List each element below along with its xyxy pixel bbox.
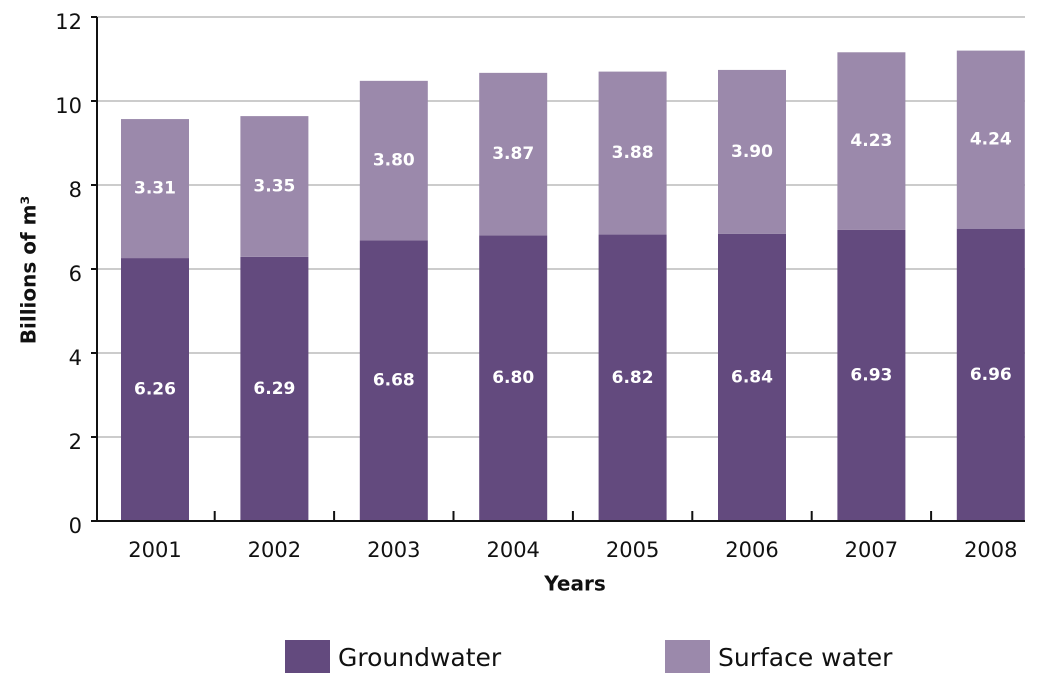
y-tick-label: 2: [69, 430, 82, 454]
x-tick-label: 2001: [128, 538, 181, 562]
bar-segment: [359, 240, 428, 521]
y-tick-label: 6: [69, 262, 82, 286]
bar-segment: [718, 69, 786, 234]
bar-segment: [598, 234, 667, 521]
x-tick-label: 2002: [248, 538, 301, 562]
y-tick-label: 8: [69, 178, 82, 202]
value-label: 3.35: [253, 176, 295, 196]
value-label: 4.24: [970, 130, 1012, 150]
x-tick-label: 2008: [964, 538, 1017, 562]
legend-swatch: [285, 640, 330, 673]
bar-segment: [479, 235, 548, 521]
y-tick-label: 0: [69, 514, 82, 538]
value-label: 4.23: [850, 131, 892, 151]
bar-segment: [956, 228, 1025, 521]
x-tick-label: 2003: [367, 538, 420, 562]
value-label: 6.68: [373, 371, 415, 391]
y-tick-label: 10: [55, 94, 82, 118]
value-label: 3.90: [731, 142, 773, 162]
bar-segment: [718, 233, 786, 521]
legend-label: Groundwater: [338, 643, 502, 672]
x-tick-label: 2004: [486, 538, 539, 562]
y-axis-title: Billions of m³: [17, 196, 41, 345]
value-label: 3.31: [134, 179, 176, 199]
value-label: 3.80: [373, 151, 415, 171]
bar-segment: [121, 119, 189, 259]
value-label: 3.88: [612, 143, 654, 163]
bar-segment: [240, 116, 309, 257]
bar-segment: [479, 72, 548, 236]
bar-segment: [837, 52, 906, 230]
value-label: 6.82: [612, 368, 654, 388]
x-tick-label: 2006: [725, 538, 778, 562]
x-tick-label: 2007: [845, 538, 898, 562]
value-label: 6.84: [731, 367, 773, 387]
value-label: 6.80: [492, 368, 534, 388]
y-tick-label: 12: [55, 10, 82, 34]
x-axis-title: Years: [543, 572, 605, 596]
value-label: 6.29: [253, 379, 295, 399]
bar-segment: [956, 50, 1025, 229]
legend-swatch: [665, 640, 710, 673]
bar-segment: [121, 258, 189, 521]
bar-segment: [359, 80, 428, 241]
bar-segment: [598, 71, 667, 235]
bar-segment: [837, 229, 906, 521]
value-label: 6.26: [134, 380, 176, 400]
legend-label: Surface water: [718, 643, 893, 672]
value-label: 6.96: [970, 365, 1012, 385]
x-tick-label: 2005: [606, 538, 659, 562]
value-label: 3.87: [492, 144, 534, 164]
y-tick-label: 4: [69, 346, 82, 370]
bar-segment: [240, 256, 309, 521]
value-label: 6.93: [850, 365, 892, 385]
